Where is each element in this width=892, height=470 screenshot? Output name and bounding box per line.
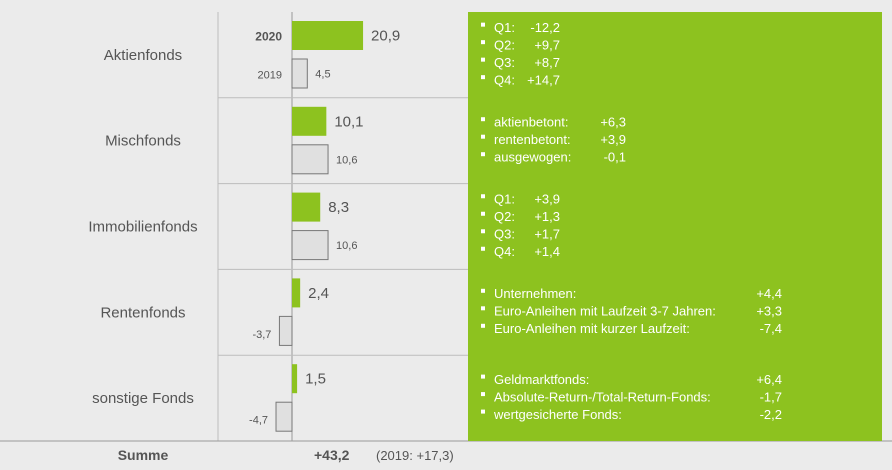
bullet-icon bbox=[481, 229, 485, 234]
detail-item-label: Q3: bbox=[494, 227, 515, 242]
bar-2019 bbox=[291, 144, 329, 175]
detail-item-label: wertgesicherte Fonds: bbox=[493, 407, 622, 422]
detail-item-value: +3,3 bbox=[756, 304, 782, 319]
detail-item-label: Euro-Anleihen mit kurzer Laufzeit: bbox=[494, 321, 690, 336]
bar-2020-value-label: 1,5 bbox=[305, 371, 326, 388]
detail-item-value: -7,4 bbox=[760, 321, 782, 336]
detail-panels: Q1: -12,2 Q2: +9,7 Q3: +8,7 Q4: +14,7 aktienbeto… bbox=[468, 12, 882, 441]
detail-item-label: Absolute-Return-/Total-Return-Fonds: bbox=[494, 390, 711, 405]
detail-item-label: ausgewogen: bbox=[494, 150, 571, 165]
bar-2020 bbox=[292, 21, 364, 50]
detail-item-value: +4,4 bbox=[756, 286, 782, 301]
category-label: Immobilienfonds bbox=[88, 219, 197, 236]
detail-item-label: Q3: bbox=[494, 55, 515, 70]
bar-2019 bbox=[278, 315, 293, 346]
detail-item-value: +1,3 bbox=[534, 209, 560, 224]
category-label: Aktienfonds bbox=[104, 47, 182, 64]
detail-item-value: +9,7 bbox=[534, 38, 560, 53]
bullet-icon bbox=[481, 288, 485, 293]
detail-item-value: +3,9 bbox=[534, 192, 560, 207]
bullet-icon bbox=[481, 409, 485, 414]
detail-item-value: +1,4 bbox=[534, 244, 560, 259]
detail-item-label: Q1: bbox=[494, 192, 515, 207]
category-label: Mischfonds bbox=[105, 133, 181, 150]
bullet-icon bbox=[481, 323, 485, 328]
bullet-icon bbox=[481, 392, 485, 397]
detail-item-value: -0,1 bbox=[604, 150, 626, 165]
bullet-icon bbox=[481, 306, 485, 311]
bullet-icon bbox=[481, 117, 485, 122]
labels: Aktienfonds 20,9 4,5 2020 2019 Mischfonds 10,1… bbox=[88, 28, 400, 427]
detail-item-label: Q2: bbox=[494, 209, 515, 224]
category-label: sonstige Fonds bbox=[92, 390, 194, 407]
bar-2020 bbox=[292, 192, 321, 222]
bullet-icon bbox=[481, 194, 485, 199]
bullet-icon bbox=[481, 211, 485, 216]
bar-2019-value-label: 10,6 bbox=[336, 240, 357, 252]
detail-item-value: -1,7 bbox=[760, 390, 782, 405]
detail-item-label: Q2: bbox=[494, 38, 515, 53]
year-label-current: 2020 bbox=[255, 30, 282, 44]
detail-panel-background bbox=[468, 12, 882, 441]
bar-2020 bbox=[292, 278, 301, 308]
bullet-icon bbox=[481, 152, 485, 157]
detail-item-value: -2,2 bbox=[760, 407, 782, 422]
detail-item-value: +6,4 bbox=[756, 372, 782, 387]
bar-2019 bbox=[291, 230, 329, 261]
bar-2019-value-label: 10,6 bbox=[336, 154, 357, 166]
year-label-previous: 2019 bbox=[258, 70, 282, 82]
detail-item-label: Q4: bbox=[494, 73, 515, 88]
detail-item-label: Euro-Anleihen mit Laufzeit 3-7 Jahren: bbox=[494, 304, 716, 319]
summary-total: +43,2 bbox=[314, 447, 350, 463]
category-label: Rentenfonds bbox=[100, 304, 185, 321]
detail-item-value: +14,7 bbox=[527, 73, 560, 88]
bar-2020-value-label: 10,1 bbox=[334, 113, 363, 130]
bar-2020-value-label: 20,9 bbox=[371, 28, 400, 45]
bar-2020 bbox=[292, 106, 327, 136]
detail-item-value: +3,9 bbox=[600, 132, 626, 147]
detail-item-value: +8,7 bbox=[534, 55, 560, 70]
bar-2019 bbox=[291, 58, 308, 89]
bullet-icon bbox=[481, 57, 485, 62]
bullet-icon bbox=[481, 374, 485, 379]
bullet-icon bbox=[481, 40, 485, 45]
summary-previous: (2019: +17,3) bbox=[376, 448, 454, 463]
summary-label: Summe bbox=[118, 447, 169, 463]
detail-item-value: -12,2 bbox=[530, 20, 560, 35]
detail-item-label: Q4: bbox=[494, 244, 515, 259]
bar-2020 bbox=[292, 364, 298, 394]
bullet-icon bbox=[481, 22, 485, 27]
bar-2020-value-label: 2,4 bbox=[308, 285, 329, 302]
detail-item-value: +6,3 bbox=[600, 115, 626, 130]
bullet-icon bbox=[481, 75, 485, 80]
bars bbox=[275, 21, 364, 432]
detail-item-value: +1,7 bbox=[534, 227, 560, 242]
detail-item-label: aktienbetont: bbox=[494, 115, 568, 130]
bar-2019 bbox=[275, 401, 293, 432]
bar-2019-value-label: -3,7 bbox=[252, 329, 271, 341]
bullet-icon bbox=[481, 134, 485, 139]
bullet-icon bbox=[481, 246, 485, 251]
summary-row: Summe +43,2 (2019: +17,3) bbox=[118, 447, 454, 463]
bar-2019-value-label: -4,7 bbox=[249, 415, 268, 427]
detail-item-label: Q1: bbox=[494, 20, 515, 35]
bar-2020-value-label: 8,3 bbox=[328, 199, 349, 216]
detail-item-label: rentenbetont: bbox=[494, 132, 571, 147]
detail-item-label: Geldmarktfonds: bbox=[494, 372, 589, 387]
bar-2019-value-label: 4,5 bbox=[315, 69, 330, 81]
detail-item-label: Unternehmen: bbox=[494, 286, 576, 301]
